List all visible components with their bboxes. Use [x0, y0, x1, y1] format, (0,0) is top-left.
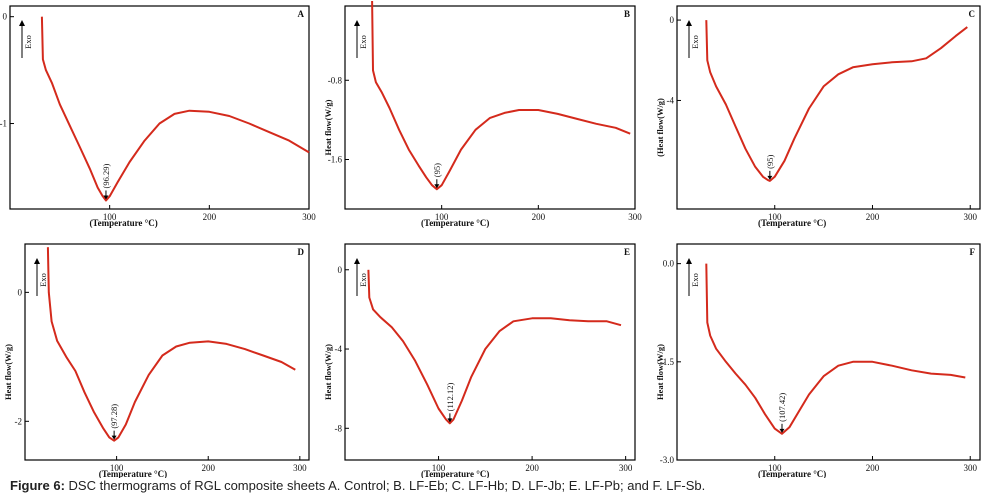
panel-label: E	[624, 247, 630, 257]
plot-frame	[344, 5, 636, 210]
y-tick-label: -0.8	[328, 75, 343, 85]
panel-f: F 100 200 300 (Temperature °C) 0.0 -1.5 -3.0 Hea…	[655, 243, 981, 478]
panel-e: E 100 200 300 (Temperature °C) 0 -4 -8 Heat flow…	[323, 243, 636, 478]
exo-arrowhead	[354, 258, 360, 264]
peak-label: (107.42)	[777, 393, 787, 422]
y-tick-label: -4	[667, 95, 675, 105]
panel-d: D 100 200 300 (Temperature °C) 0 -2 Heat flow(W…	[3, 243, 310, 478]
x-tick-label: 100	[110, 463, 124, 473]
thermogram-curve	[705, 263, 966, 435]
peak-label: (97.28)	[109, 404, 119, 429]
exo-label: Exo	[690, 35, 700, 49]
x-tick-label: 300	[619, 463, 633, 473]
y-tick-label: -1	[0, 119, 7, 129]
exo-label: Exo	[358, 273, 368, 287]
y-tick-label: 0.0	[663, 259, 675, 269]
plot-frame	[344, 243, 636, 461]
plot-frame	[9, 5, 310, 210]
exo-arrowhead	[34, 258, 40, 264]
figure-caption: Figure 6: DSC thermograms of RGL composi…	[10, 478, 985, 493]
x-axis-label: (Temperature °C)	[89, 218, 157, 228]
panel-label: D	[298, 247, 305, 257]
panel-label: A	[298, 9, 305, 19]
x-tick-label: 100	[103, 212, 117, 222]
y-tick-label: -2	[15, 416, 23, 426]
panel-label: C	[969, 9, 976, 19]
y-tick-label: 0	[670, 15, 675, 25]
y-axis-label: Heat flow(W/g)	[323, 344, 333, 400]
x-tick-label: 200	[201, 463, 215, 473]
thermogram-curve	[367, 269, 622, 425]
thermogram-curve	[40, 16, 310, 202]
x-tick-label: 100	[768, 212, 782, 222]
exo-label: Exo	[358, 35, 368, 49]
x-axis-label: (Temperature °C)	[758, 218, 826, 228]
x-tick-label: 200	[532, 212, 546, 222]
x-tick-label: 200	[203, 212, 217, 222]
panel-c: C 100 200 300 (Temperature °C) 0 -4(Heat flow(…	[655, 5, 981, 228]
x-axis-label: (Temperature °C)	[421, 218, 489, 228]
y-tick-label: -3.0	[660, 455, 675, 465]
x-tick-label: 200	[866, 212, 880, 222]
x-tick-label: 300	[963, 463, 977, 473]
peak-arrowhead	[434, 184, 440, 189]
peak-arrowhead	[767, 175, 773, 180]
y-axis-label: (Heat flow(W/g)	[655, 98, 665, 157]
y-tick-label: 0	[338, 265, 343, 275]
peak-arrowhead	[447, 418, 453, 423]
thermogram-curve	[46, 247, 296, 442]
y-tick-label: 0	[18, 287, 23, 297]
peak-label: (95)	[765, 155, 775, 169]
peak-label: (95)	[432, 163, 442, 177]
exo-label: Exo	[38, 273, 48, 287]
plot-frame	[676, 5, 981, 210]
x-tick-label: 300	[302, 212, 316, 222]
panel-label: F	[970, 247, 976, 257]
y-tick-label: 0	[3, 12, 8, 22]
thermogram-curve	[371, 0, 631, 191]
thermogram-curve	[705, 20, 968, 182]
y-tick-label: -1.6	[328, 154, 343, 164]
peak-label: (112.12)	[445, 382, 455, 411]
plot-frame	[24, 243, 310, 461]
x-tick-label: 200	[525, 463, 539, 473]
exo-arrowhead	[19, 20, 25, 26]
exo-arrowhead	[354, 20, 360, 26]
x-tick-label: 300	[293, 463, 307, 473]
panel-label: B	[624, 9, 630, 19]
y-tick-label: -8	[335, 423, 343, 433]
y-tick-label: -1.5	[660, 357, 675, 367]
y-tick-label: -4	[335, 344, 343, 354]
x-tick-label: 100	[435, 212, 449, 222]
x-tick-label: 300	[628, 212, 642, 222]
x-axis-label: (Temperature °C)	[421, 469, 489, 478]
x-tick-label: 300	[963, 212, 977, 222]
exo-arrowhead	[686, 20, 692, 26]
x-axis-label: (Temperature °C)	[758, 469, 826, 478]
y-axis-label: Heat flow(W/g)	[655, 344, 665, 400]
exo-label: Exo	[690, 273, 700, 287]
x-tick-label: 100	[432, 463, 446, 473]
y-axis-label: Heat flow(W/g)	[3, 344, 13, 400]
peak-arrowhead	[779, 428, 785, 433]
peak-label: (96.29)	[101, 163, 111, 188]
caption-label: Figure 6:	[10, 478, 65, 493]
caption-text: DSC thermograms of RGL composite sheets …	[64, 478, 706, 493]
exo-label: Exo	[23, 35, 33, 49]
dsc-figure: A 100 200 300 (Temperature °C) 0 -1 (Heat flow(…	[0, 0, 981, 478]
peak-arrowhead	[111, 435, 117, 440]
x-tick-label: 200	[866, 463, 880, 473]
peak-arrowhead	[103, 195, 109, 200]
plot-frame	[676, 243, 981, 461]
y-axis-label: Heat flow(W/g)	[323, 99, 333, 155]
exo-arrowhead	[686, 258, 692, 264]
x-tick-label: 100	[768, 463, 782, 473]
x-axis-label: (Temperature °C)	[99, 469, 167, 478]
